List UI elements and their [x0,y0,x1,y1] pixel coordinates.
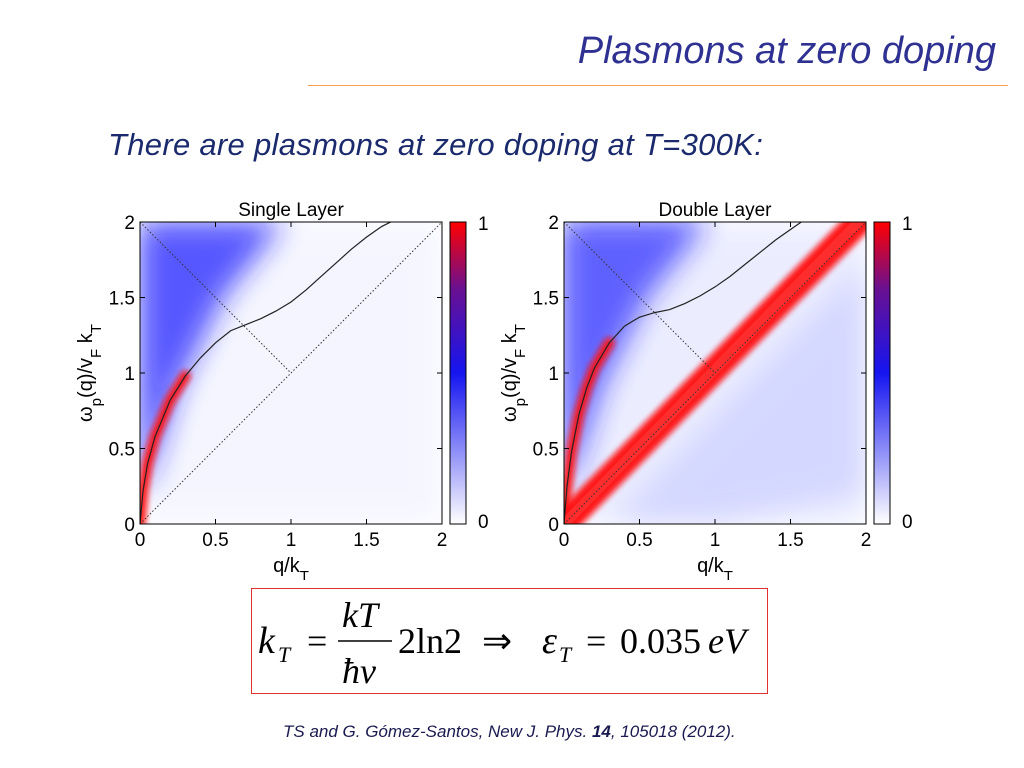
x-tick-label: 1 [710,530,721,551]
colorbar-min-label: 0 [902,512,913,533]
slide-title: Plasmons at zero doping [577,30,996,72]
title-divider [308,85,1008,86]
x-tick-label: 1.5 [353,530,379,551]
colorbar-min-label: 0 [478,512,489,533]
y-tick-label: 2 [548,213,559,234]
heatmap-field [564,222,866,524]
formula-lhs-sub: T [278,642,292,667]
x-tick-label: 0 [559,530,570,551]
formula: k T = kT ħv 2ln2 ⇒ ε T = 0.035 eV [258,595,750,691]
formula-rhs-value: 0.035 [620,621,701,661]
y-tick-label: 0 [124,515,135,536]
x-tick-label: 0.5 [626,530,652,551]
y-tick-label: 1 [548,364,559,385]
formula-factor: 2ln2 [398,621,462,661]
y-tick-label: 2 [124,213,135,234]
x-axis-label: q/kT [697,555,733,580]
y-axis-label: ωp(q)/vF kT [75,324,105,422]
heatmap-field [140,222,442,524]
y-tick-label: 1 [124,364,135,385]
x-tick-label: 2 [861,530,872,551]
x-tick-label: 0.5 [202,530,228,551]
colorbar-max-label: 1 [902,214,913,235]
formula-denominator: ħv [342,651,376,691]
y-tick-label: 1.5 [109,289,135,310]
chart-svg: 0 0.5 1 1.5 2 0 0.5 1 1.5 2 Double Layer q/kT ωp(q)/… [499,200,913,580]
plasmon-curve [564,222,803,524]
formula-numerator: kT [342,595,381,635]
citation: TS and G. Gómez-Santos, New J. Phys. 14,… [283,722,736,742]
citation-pages: , 105018 (2012). [610,722,736,741]
single-layer-chart: 0 0.5 1 1.5 2 0 0.5 1 1.5 2 Single Layer q/kT ωp(q)/… [60,190,540,580]
x-tick-label: 1.5 [777,530,803,551]
formula-equals-1: = [307,621,327,661]
citation-authors: TS and G. Gómez-Santos, New J. Phys. [283,722,592,741]
x-tick-label: 1 [286,530,297,551]
y-tick-label: 0.5 [533,440,559,461]
chart-svg: 0 0.5 1 1.5 2 0 0.5 1 1.5 2 Single Layer q/kT ωp(q)/… [75,200,489,580]
y-axis-label: ωp(q)/vF kT [499,324,529,422]
colorbar [873,221,891,525]
chart-title: Single Layer [238,200,344,221]
x-tick-label: 2 [437,530,448,551]
formula-implies: ⇒ [482,621,512,661]
x-axis-label: q/kT [273,555,309,580]
formula-rhs-unit: eV [708,621,750,661]
dotted-line-2 [564,222,716,374]
formula-lhs-symbol: k [258,620,276,662]
double-layer-chart: 0 0.5 1 1.5 2 0 0.5 1 1.5 2 Double Layer q/kT ωp(q)/… [484,190,964,580]
x-tick-label: 0 [135,530,146,551]
formula-equals-2: = [586,621,606,661]
citation-volume: 14 [591,722,611,741]
slide-subtitle: There are plasmons at zero doping at T=3… [108,127,764,162]
formula-box: k T = kT ħv 2ln2 ⇒ ε T = 0.035 eV [251,588,768,694]
formula-rhs-symbol: ε [542,620,557,662]
colorbar [449,221,467,525]
y-tick-label: 0 [548,515,559,536]
plasmon-curve [140,222,393,524]
y-tick-label: 0.5 [109,440,135,461]
y-tick-label: 1.5 [533,289,559,310]
dotted-line-2 [140,222,292,374]
colorbar-max-label: 1 [478,214,489,235]
chart-title: Double Layer [658,200,772,221]
formula-rhs-sub: T [559,642,573,667]
